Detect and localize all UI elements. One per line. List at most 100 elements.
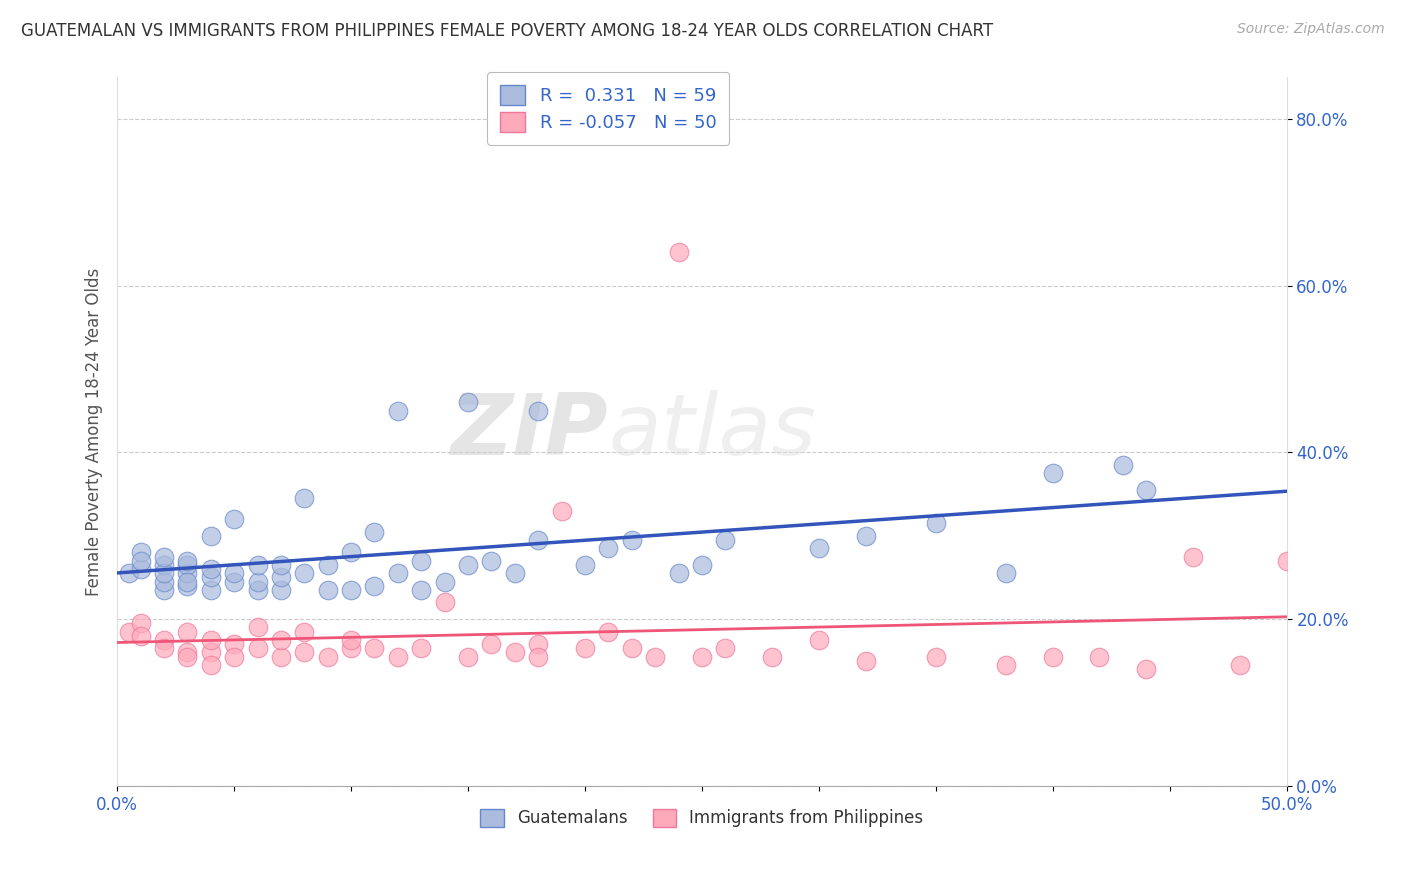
Point	[316, 649, 339, 664]
Point	[270, 570, 292, 584]
Point	[433, 595, 456, 609]
Point	[433, 574, 456, 589]
Point	[118, 624, 141, 639]
Point	[292, 491, 315, 506]
Point	[620, 641, 643, 656]
Point	[714, 533, 737, 547]
Point	[176, 579, 198, 593]
Point	[200, 562, 222, 576]
Point	[1042, 467, 1064, 481]
Point	[714, 641, 737, 656]
Point	[270, 558, 292, 572]
Point	[527, 533, 550, 547]
Point	[994, 566, 1017, 581]
Point	[246, 582, 269, 597]
Point	[200, 582, 222, 597]
Point	[246, 620, 269, 634]
Point	[527, 404, 550, 418]
Point	[503, 566, 526, 581]
Point	[200, 632, 222, 647]
Legend: Guatemalans, Immigrants from Philippines: Guatemalans, Immigrants from Philippines	[474, 802, 931, 834]
Point	[363, 524, 385, 539]
Point	[527, 637, 550, 651]
Point	[340, 545, 363, 559]
Point	[246, 558, 269, 572]
Text: Source: ZipAtlas.com: Source: ZipAtlas.com	[1237, 22, 1385, 37]
Point	[153, 641, 176, 656]
Point	[855, 529, 877, 543]
Y-axis label: Female Poverty Among 18-24 Year Olds: Female Poverty Among 18-24 Year Olds	[86, 268, 103, 596]
Point	[481, 554, 503, 568]
Point	[118, 566, 141, 581]
Point	[925, 649, 948, 664]
Point	[925, 516, 948, 531]
Point	[481, 637, 503, 651]
Point	[1135, 483, 1157, 497]
Point	[457, 558, 479, 572]
Point	[153, 574, 176, 589]
Point	[807, 632, 830, 647]
Point	[176, 566, 198, 581]
Point	[200, 657, 222, 672]
Point	[316, 582, 339, 597]
Point	[270, 649, 292, 664]
Point	[1182, 549, 1205, 564]
Point	[176, 558, 198, 572]
Point	[246, 574, 269, 589]
Point	[387, 566, 409, 581]
Point	[1042, 649, 1064, 664]
Text: ZIP: ZIP	[451, 390, 609, 473]
Point	[668, 245, 690, 260]
Point	[411, 641, 433, 656]
Point	[200, 529, 222, 543]
Point	[224, 637, 246, 651]
Point	[129, 616, 152, 631]
Point	[1088, 649, 1111, 664]
Point	[994, 657, 1017, 672]
Point	[1275, 554, 1298, 568]
Point	[200, 570, 222, 584]
Point	[129, 562, 152, 576]
Point	[855, 654, 877, 668]
Point	[457, 649, 479, 664]
Point	[153, 566, 176, 581]
Point	[363, 641, 385, 656]
Point	[292, 624, 315, 639]
Point	[270, 632, 292, 647]
Point	[153, 582, 176, 597]
Point	[246, 641, 269, 656]
Point	[224, 574, 246, 589]
Point	[176, 649, 198, 664]
Point	[644, 649, 666, 664]
Point	[129, 629, 152, 643]
Point	[690, 649, 713, 664]
Point	[387, 649, 409, 664]
Point	[411, 582, 433, 597]
Point	[761, 649, 783, 664]
Text: GUATEMALAN VS IMMIGRANTS FROM PHILIPPINES FEMALE POVERTY AMONG 18-24 YEAR OLDS C: GUATEMALAN VS IMMIGRANTS FROM PHILIPPINE…	[21, 22, 993, 40]
Point	[153, 558, 176, 572]
Point	[598, 624, 620, 639]
Point	[200, 645, 222, 659]
Point	[1135, 662, 1157, 676]
Point	[457, 395, 479, 409]
Point	[224, 566, 246, 581]
Point	[224, 649, 246, 664]
Point	[340, 641, 363, 656]
Point	[598, 541, 620, 556]
Point	[176, 624, 198, 639]
Point	[1112, 458, 1135, 472]
Point	[176, 554, 198, 568]
Point	[292, 645, 315, 659]
Point	[1229, 657, 1251, 672]
Point	[340, 632, 363, 647]
Point	[224, 512, 246, 526]
Point	[153, 549, 176, 564]
Point	[690, 558, 713, 572]
Point	[176, 574, 198, 589]
Point	[411, 554, 433, 568]
Text: atlas: atlas	[609, 390, 817, 473]
Point	[503, 645, 526, 659]
Point	[129, 545, 152, 559]
Point	[527, 649, 550, 664]
